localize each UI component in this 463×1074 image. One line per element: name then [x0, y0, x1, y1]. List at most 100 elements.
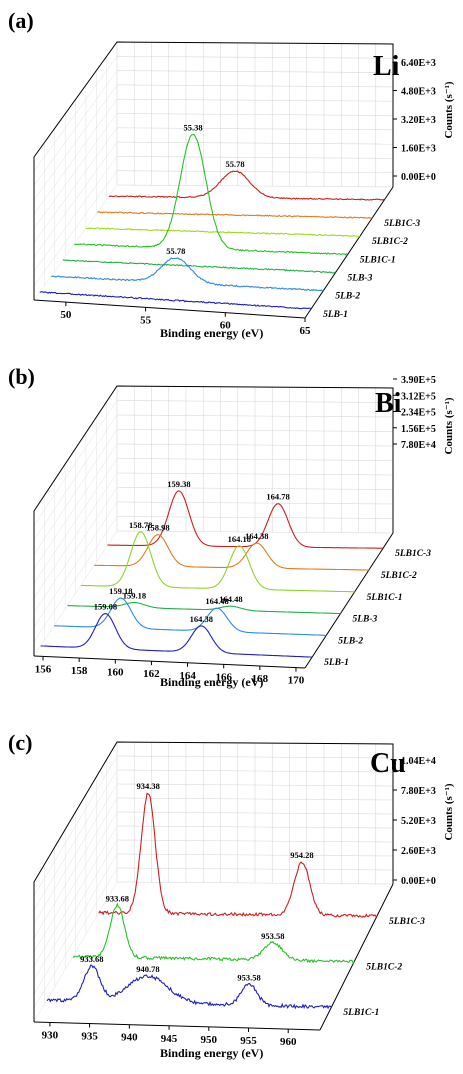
grid-line-horizontal: [116, 516, 394, 519]
grid-line-horizontal: [116, 170, 394, 173]
series-line-5lb-2: [51, 257, 324, 292]
grid-line-horizontal: [116, 414, 394, 418]
x-tick-label: 950: [201, 1034, 218, 1046]
series-label: 5LB1C-1: [360, 255, 396, 265]
series-line-5lb1c-1: [46, 964, 332, 1010]
series-line-5lb1c-2: [94, 534, 369, 571]
series-label: 5LB-3: [348, 274, 373, 284]
peak-label: 954.28: [290, 850, 313, 860]
peak-label: 940.78: [136, 964, 159, 974]
back-wall: [34, 742, 393, 1022]
peak-label: 55.78: [166, 246, 185, 256]
z-tick-label: 2.60E+3: [401, 846, 436, 857]
x-tick-label: 935: [81, 1031, 98, 1043]
back-wall: [34, 386, 393, 656]
element-label: Bi: [375, 388, 402, 419]
series-label: 5LB-2: [338, 636, 363, 646]
peak-label: 159.18: [123, 591, 146, 601]
series-line-5lb1c-2: [85, 227, 361, 238]
panel-label: (b): [8, 364, 35, 389]
series-line-5lb-1: [39, 291, 312, 310]
depth-axis-line: [304, 532, 394, 669]
x-tick-label: 65: [300, 325, 312, 337]
x-tick-label: 945: [161, 1033, 178, 1045]
z-tick-label: 1.60E+3: [401, 144, 436, 155]
x-tick-label: 160: [107, 667, 124, 679]
series-label: 5LB1C-2: [372, 237, 408, 247]
grid-line-horizontal: [116, 443, 394, 447]
x-tick-label: 156: [35, 663, 52, 675]
series-line-5lb-1: [40, 613, 313, 658]
grid-line-horizontal: [116, 783, 394, 787]
bi-spectra-chart: 158.78 159.38 164.18 164.78 158.98 164.38 159.…: [8, 364, 455, 689]
peak-label: 164.38: [190, 614, 213, 624]
x-tick-label: 166: [215, 671, 232, 683]
series-label: 5LB1C-3: [384, 219, 420, 229]
peak-label: 55.38: [183, 123, 202, 133]
grid-line-horizontal: [116, 881, 394, 885]
x-axis-label: Binding energy (eV): [160, 1046, 263, 1060]
series-label: 5LB1C-3: [395, 549, 431, 559]
z-tick-label: 1.56E+5: [401, 424, 436, 435]
series-label: 5LB-1: [323, 310, 348, 320]
peak-label: 159.18: [109, 586, 132, 596]
peak-label: 953.58: [237, 972, 260, 982]
grid-line-horizontal: [116, 811, 394, 815]
cu-spectra-chart: 934.38 954.28 933.68 953.58 933.68 940.78 953.…: [8, 730, 455, 1060]
series-label: 5LB1C-1: [367, 593, 403, 603]
x-tick-label: 162: [143, 668, 160, 680]
x-axis-line: [33, 299, 306, 319]
z-axis-label: Counts (s⁻¹): [443, 81, 455, 138]
grid-line-horizontal: [116, 184, 394, 188]
x-tick-label: 955: [240, 1035, 257, 1047]
depth-axis-line: [304, 186, 394, 319]
z-tick-label: 3.90E+5: [401, 375, 436, 386]
x-tick-label: 930: [42, 1029, 59, 1041]
z-tick-label: 6.40E+3: [401, 58, 436, 69]
peak-label: 159.08: [94, 602, 117, 612]
series-line-5lb-2: [54, 597, 327, 636]
z-tick-label: 4.80E+3: [401, 87, 436, 98]
grid-line-horizontal: [116, 853, 394, 857]
grid-line-horizontal: [116, 458, 394, 461]
series-line-5lb1c-3: [98, 792, 378, 918]
series-line-5lb1c-2: [72, 902, 355, 965]
x-tick-label: 168: [252, 673, 269, 685]
grid-line-horizontal: [116, 156, 394, 159]
grid-group: [33, 741, 394, 1023]
z-tick-label: 0.00E+0: [401, 172, 436, 183]
grid-line-horizontal: [116, 839, 394, 843]
x-tick-label: 60: [220, 320, 232, 332]
x-tick-label: 50: [60, 309, 72, 321]
z-axis-label: Counts (s⁻¹): [443, 397, 455, 454]
z-axis-label: Counts (s⁻¹): [443, 783, 455, 840]
grid-line-horizontal: [116, 113, 394, 116]
panel-cu: 934.38 954.28 933.68 953.58 933.68 940.78 953.…: [0, 712, 463, 1069]
x-tick-label: 164: [179, 670, 196, 682]
back-wall: [34, 42, 393, 300]
grid-group: [33, 41, 394, 301]
x-tick-label: 55: [140, 314, 152, 326]
grid-group: [33, 385, 394, 657]
x-axis-label: Binding energy (eV): [160, 675, 263, 689]
x-axis-label: Binding energy (eV): [160, 326, 263, 340]
grid-line-horizontal: [116, 755, 394, 759]
x-tick-label: 940: [121, 1032, 138, 1044]
grid-line-horizontal: [116, 867, 394, 871]
grid-line-horizontal: [116, 56, 394, 59]
z-tick-label: 3.20E+3: [401, 115, 436, 126]
grid-line-horizontal: [116, 472, 394, 476]
panel-label: (c): [8, 730, 32, 755]
depth-axis-line: [319, 883, 394, 1031]
series-label: 5LB1C-2: [366, 963, 402, 973]
series-label: 5LB-3: [352, 615, 377, 625]
grid-line-horizontal: [116, 141, 394, 145]
z-tick-label: 3.12E+5: [401, 391, 436, 402]
element-label: Cu: [370, 748, 406, 779]
z-tick-label: 7.80E+3: [401, 786, 436, 797]
grid-line-horizontal: [116, 400, 394, 403]
grid-line-horizontal: [116, 98, 394, 102]
peak-label: 158.98: [146, 523, 169, 533]
z-tick-label: 2.34E+5: [401, 408, 436, 419]
grid-line-horizontal: [116, 84, 394, 88]
